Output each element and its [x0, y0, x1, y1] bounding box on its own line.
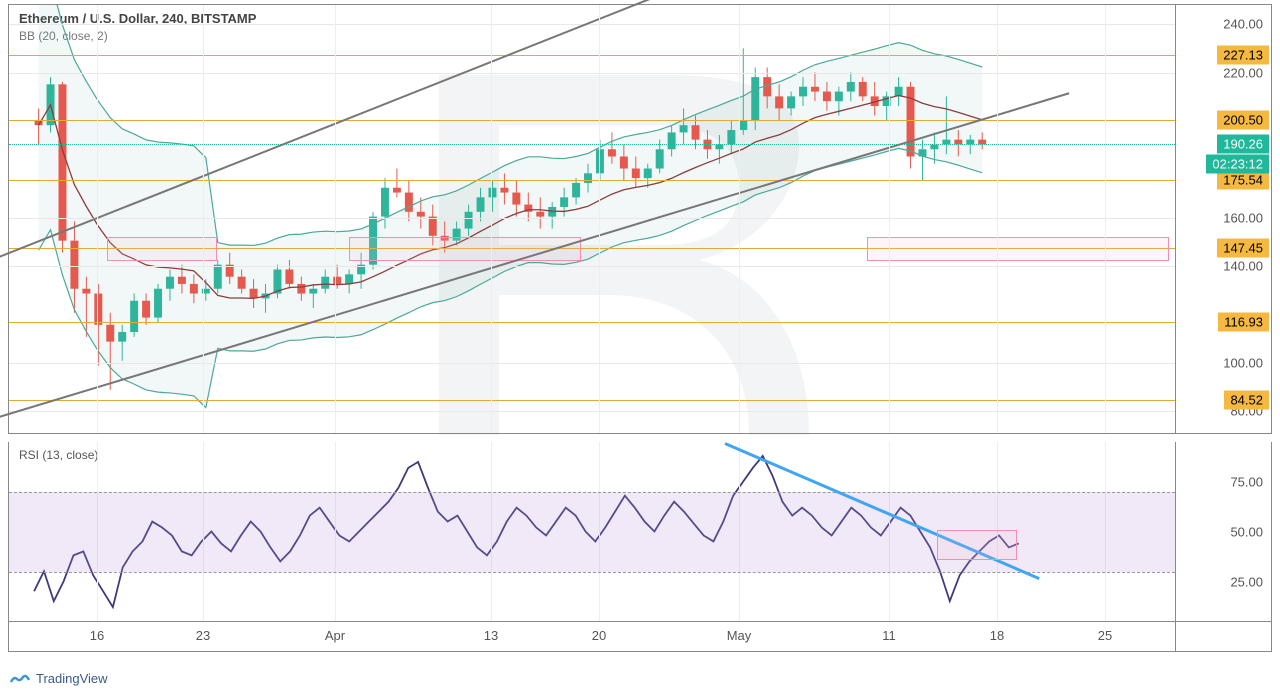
- price-tick: 240.00: [1223, 17, 1263, 32]
- support-zone-box: [107, 237, 217, 261]
- horizontal-level-line: [9, 120, 1175, 121]
- time-gridline: [997, 5, 998, 433]
- support-zone-box: [349, 237, 581, 261]
- time-label: 13: [484, 628, 498, 643]
- price-axis[interactable]: 80.00100.00140.00160.00220.00240.00227.1…: [1176, 4, 1272, 434]
- price-svg-layer: [9, 5, 1175, 433]
- bar-countdown-tag: 02:23:12: [1206, 155, 1269, 174]
- time-gridline: [739, 5, 740, 433]
- time-axis-corner: [1176, 622, 1272, 652]
- time-label: 16: [90, 628, 104, 643]
- time-axis[interactable]: 16 23 Apr 13 20 May 11 18 25: [8, 622, 1176, 652]
- price-level-tag: 227.13: [1217, 46, 1269, 65]
- current-price-tag: 190.26: [1217, 135, 1269, 154]
- support-zone-box: [867, 237, 1169, 261]
- price-level-tag: 147.45: [1217, 238, 1269, 257]
- rsi-zone-box: [937, 530, 1017, 560]
- time-label: 20: [592, 628, 606, 643]
- price-level-tag: 116.93: [1218, 312, 1269, 331]
- price-gridline: [9, 266, 1175, 267]
- rsi-axis[interactable]: 25.00 50.00 75.00: [1176, 442, 1272, 622]
- price-tick: 100.00: [1223, 355, 1263, 370]
- horizontal-level-line: [9, 322, 1175, 323]
- main-price-chart[interactable]: Ethereum / U.S. Dollar, 240, BITSTAMP BB…: [8, 4, 1176, 434]
- rsi-tick: 50.00: [1230, 525, 1263, 540]
- time-gridline: [335, 5, 336, 433]
- horizontal-level-line: [9, 55, 1175, 56]
- tradingview-text: TradingView: [36, 671, 108, 686]
- rsi-tick: 25.00: [1230, 575, 1263, 590]
- time-gridline: [97, 5, 98, 433]
- rsi-chart[interactable]: RSI (13, close): [8, 442, 1176, 622]
- time-gridline: [491, 5, 492, 433]
- price-tick: 220.00: [1223, 65, 1263, 80]
- horizontal-level-line: [9, 400, 1175, 401]
- time-label: 18: [990, 628, 1004, 643]
- price-gridline: [9, 363, 1175, 364]
- rsi-tick: 75.00: [1230, 475, 1263, 490]
- time-label: 11: [882, 628, 896, 643]
- price-tick: 160.00: [1223, 210, 1263, 225]
- time-gridline: [889, 5, 890, 433]
- time-label: 25: [1098, 628, 1112, 643]
- time-gridline: [1105, 5, 1106, 433]
- time-gridline: [203, 5, 204, 433]
- current-price-line: [9, 144, 1175, 145]
- time-gridline: [599, 5, 600, 433]
- time-label: Apr: [325, 628, 345, 643]
- time-label: May: [727, 628, 752, 643]
- rsi-band-edge: [9, 572, 1175, 573]
- price-tick: 140.00: [1223, 258, 1263, 273]
- price-level-tag: 84.52: [1224, 390, 1269, 409]
- price-gridline: [9, 218, 1175, 219]
- rsi-band-edge: [9, 492, 1175, 493]
- horizontal-level-line: [9, 180, 1175, 181]
- time-label: 23: [196, 628, 210, 643]
- price-gridline: [9, 24, 1175, 25]
- tradingview-logo-icon: [10, 672, 30, 686]
- price-level-tag: 200.50: [1217, 110, 1269, 129]
- price-gridline: [9, 411, 1175, 412]
- price-gridline: [9, 73, 1175, 74]
- tradingview-attribution[interactable]: TradingView: [10, 671, 108, 686]
